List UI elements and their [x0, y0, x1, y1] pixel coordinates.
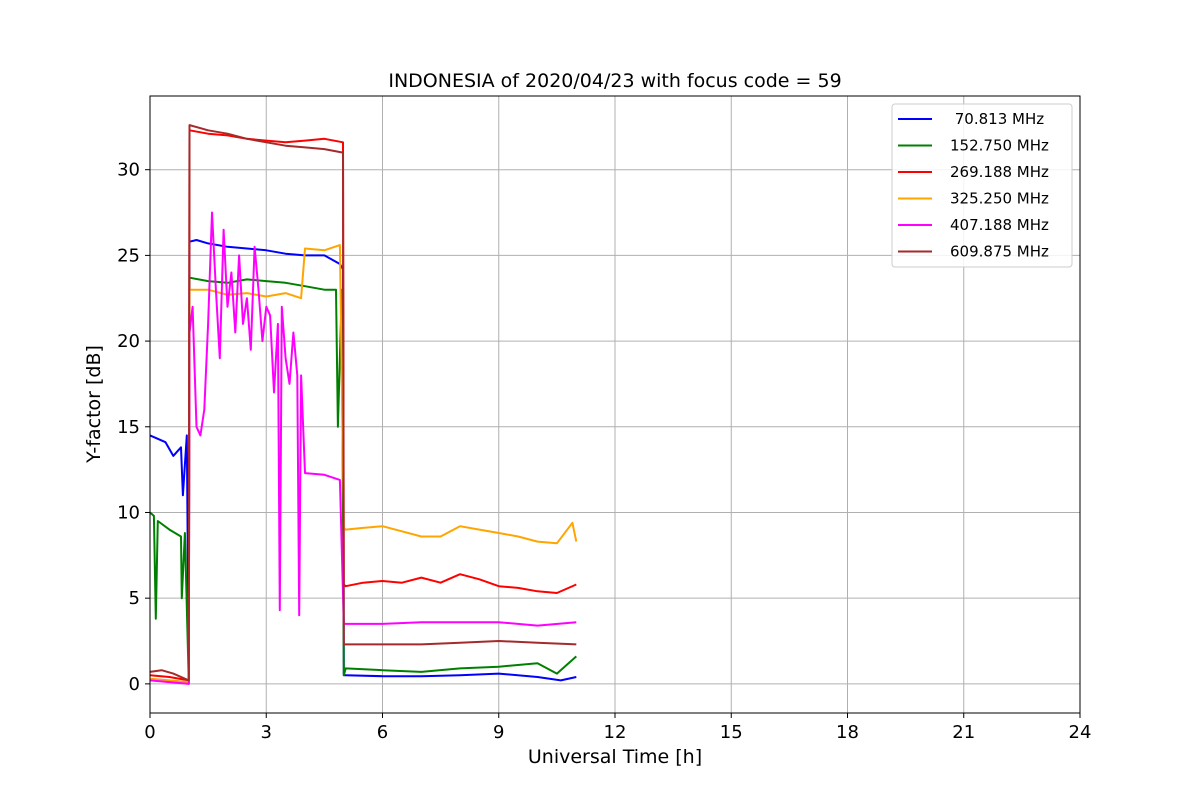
series-line-2: [149, 276, 577, 685]
series-line-4: [149, 244, 578, 684]
legend-label-6: 609.875 MHz: [950, 243, 1049, 261]
series-line-5: [149, 211, 577, 685]
axis-ticks: 0 3 6 9 12 15 18 21 24 0 5 10 15 20 25 30: [117, 160, 1091, 743]
y-tick-label: 10: [117, 502, 140, 523]
series-line-1: [149, 239, 577, 684]
series-line-6: [149, 124, 577, 682]
legend-label-4: 325.250 MHz: [950, 190, 1049, 208]
y-tick-label: 15: [117, 417, 140, 438]
y-tick-label: 0: [129, 674, 140, 695]
x-tick-label: 12: [604, 722, 627, 743]
x-tick-label: 24: [1069, 722, 1092, 743]
legend-label-5: 407.188 MHz: [950, 216, 1049, 234]
chart-title: INDONESIA of 2020/04/23 with focus code …: [388, 70, 841, 92]
y-axis-label: Y-factor [dB]: [83, 345, 105, 464]
legend-box: [891, 103, 1073, 268]
legend: 70.813 MHz 152.750 MHz 269.188 MHz 325.250 …: [891, 103, 1073, 268]
x-tick-label: 9: [493, 722, 504, 743]
x-tick-label: 6: [377, 722, 388, 743]
y-tick-label: 20: [117, 331, 140, 352]
legend-label-2: 152.750 MHz: [950, 137, 1049, 155]
series-line-3: [149, 129, 577, 682]
y-tick-label: 30: [117, 160, 140, 181]
legend-label-1: 70.813 MHz: [950, 110, 1044, 128]
x-axis-label: Universal Time [h]: [528, 746, 702, 768]
x-tick-label: 3: [261, 722, 272, 743]
y-tick-label: 5: [129, 588, 140, 609]
x-tick-label: 0: [144, 722, 155, 743]
x-tick-label: 18: [836, 722, 859, 743]
x-tick-label: 15: [720, 722, 743, 743]
legend-label-3: 269.188 MHz: [950, 163, 1049, 181]
y-tick-label: 25: [117, 245, 140, 266]
x-tick-label: 21: [952, 722, 975, 743]
plot-lines: [149, 124, 578, 685]
